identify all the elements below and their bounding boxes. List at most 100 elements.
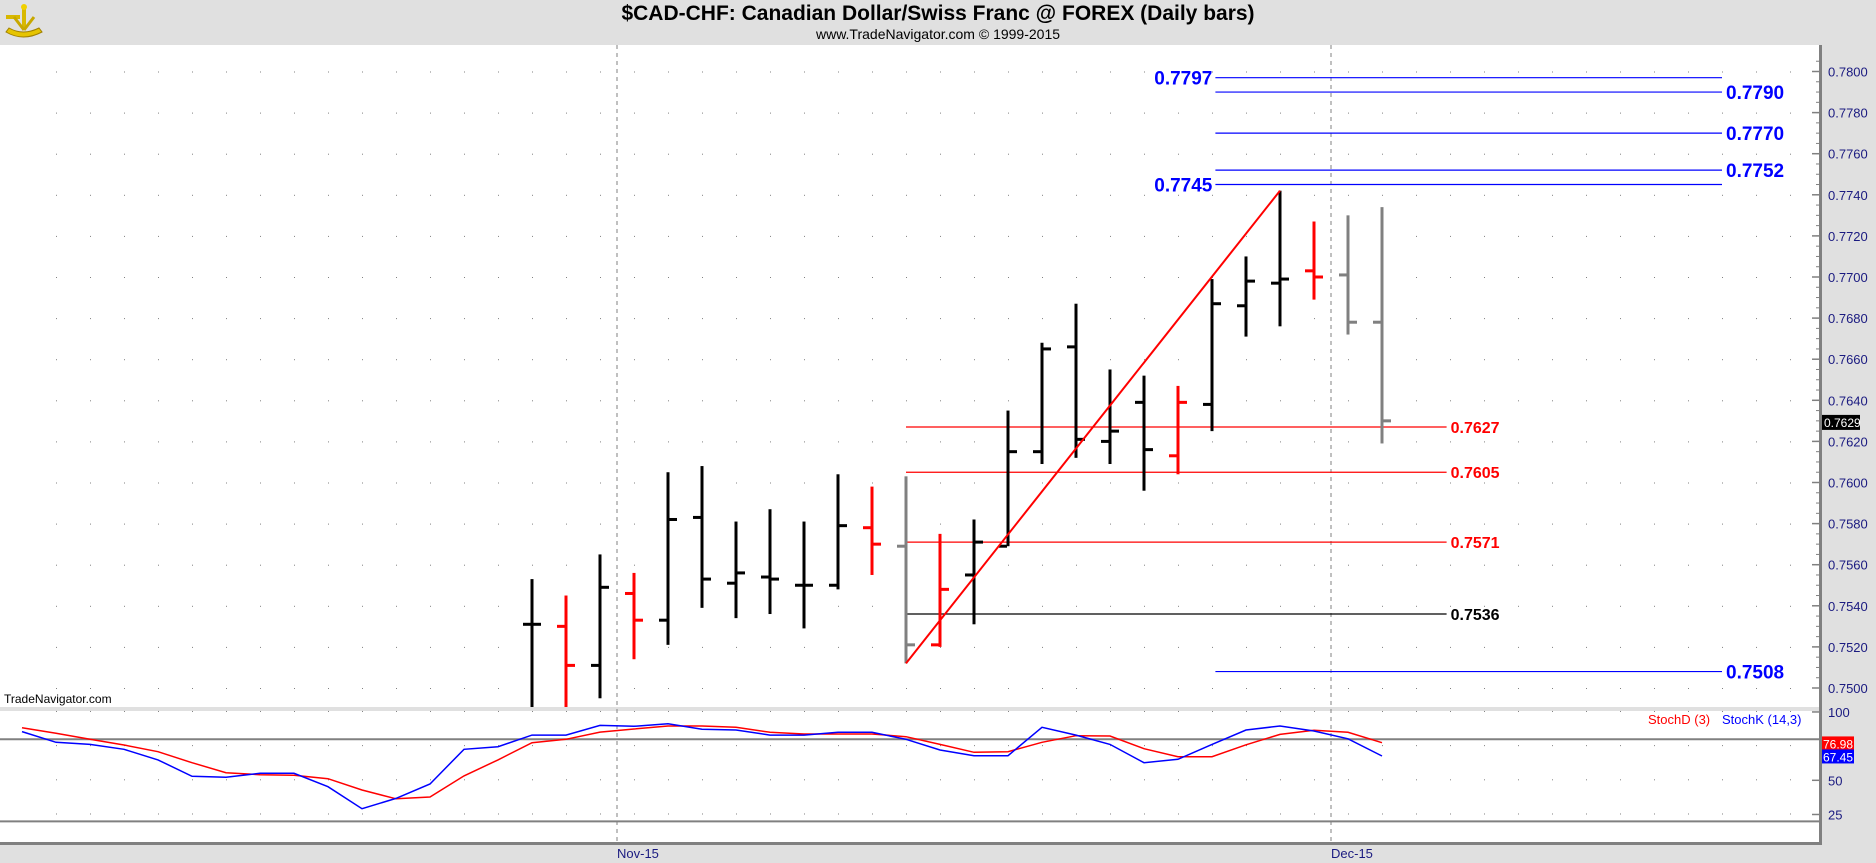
grid-dot bbox=[872, 359, 873, 361]
grid-dot bbox=[192, 688, 193, 689]
grid-dot bbox=[1212, 564, 1213, 566]
price-bar bbox=[802, 521, 806, 629]
grid-dot bbox=[464, 194, 465, 196]
grid-dot bbox=[1722, 710, 1723, 712]
grid-dot bbox=[1280, 482, 1281, 484]
grid-dot bbox=[1450, 277, 1451, 278]
grid-dot bbox=[770, 813, 771, 815]
trendline[interactable] bbox=[905, 190, 1281, 664]
grid-dot bbox=[1620, 482, 1621, 484]
grid-dot bbox=[906, 235, 907, 237]
grid-dot bbox=[1348, 400, 1349, 402]
bar-open-tick bbox=[1169, 454, 1177, 458]
grid-dot bbox=[566, 318, 567, 320]
grid-dot bbox=[702, 194, 703, 196]
bar-close-tick bbox=[1315, 275, 1323, 279]
grid-dot bbox=[1688, 646, 1689, 648]
grid-dot bbox=[1518, 745, 1519, 747]
grid-dot bbox=[770, 745, 771, 747]
grid-dot bbox=[1484, 813, 1485, 815]
grid-dot bbox=[1246, 688, 1247, 689]
grid-dot bbox=[1790, 400, 1791, 402]
grid-dot bbox=[1144, 564, 1145, 566]
grid-dot bbox=[226, 400, 227, 402]
grid-dot bbox=[1076, 194, 1077, 196]
grid-dot bbox=[1042, 318, 1043, 320]
grid-dot bbox=[736, 779, 737, 781]
grid-dot bbox=[1110, 277, 1111, 278]
grid-dot bbox=[396, 194, 397, 196]
grid-dot bbox=[1790, 441, 1791, 443]
grid-dot bbox=[770, 235, 771, 237]
grid-dot bbox=[1144, 71, 1145, 73]
grid-dot bbox=[192, 359, 193, 361]
price-bar bbox=[734, 521, 738, 619]
grid-dot bbox=[464, 745, 465, 747]
grid-dot bbox=[430, 482, 431, 484]
chart-subtitle: www.TradeNavigator.com © 1999-2015 bbox=[815, 26, 1061, 42]
grid-dot bbox=[464, 688, 465, 689]
grid-dot bbox=[1756, 71, 1757, 73]
level-label: 0.7797 bbox=[1154, 69, 1212, 90]
grid-dot bbox=[1654, 400, 1655, 402]
grid-dot bbox=[1620, 71, 1621, 73]
grid-dot bbox=[1382, 646, 1383, 648]
grid-dot bbox=[430, 112, 431, 114]
grid-dot bbox=[192, 318, 193, 320]
grid-dot bbox=[328, 318, 329, 320]
grid-dot bbox=[702, 646, 703, 648]
grid-dot bbox=[1790, 779, 1791, 781]
grid-dot bbox=[1518, 194, 1519, 196]
grid-dot bbox=[192, 779, 193, 781]
grid-dot bbox=[1246, 235, 1247, 237]
grid-dot bbox=[1484, 318, 1485, 320]
grid-dot bbox=[1586, 112, 1587, 114]
grid-dot bbox=[226, 646, 227, 648]
grid-dot bbox=[498, 564, 499, 566]
grid-dot bbox=[260, 359, 261, 361]
grid-dot bbox=[702, 710, 703, 712]
grid-dot bbox=[872, 745, 873, 747]
grid-dot bbox=[498, 523, 499, 525]
y-axis-label: 0.7580 bbox=[1828, 517, 1868, 532]
bar-open-tick bbox=[931, 643, 939, 647]
grid-dot bbox=[362, 359, 363, 361]
grid-dot bbox=[1654, 779, 1655, 781]
grid-dot bbox=[804, 318, 805, 320]
grid-dot bbox=[124, 605, 125, 607]
grid-dot bbox=[124, 564, 125, 566]
grid-dot bbox=[668, 813, 669, 815]
grid-dot bbox=[1484, 112, 1485, 114]
grid-dot bbox=[1382, 153, 1383, 155]
grid-dot bbox=[838, 400, 839, 402]
grid-dot bbox=[294, 112, 295, 114]
grid-dot bbox=[1382, 564, 1383, 566]
grid-dot bbox=[1178, 813, 1179, 815]
grid-dot bbox=[124, 277, 125, 278]
grid-dot bbox=[702, 153, 703, 155]
last-price-value: 0.7629 bbox=[1824, 416, 1861, 430]
grid-dot bbox=[1620, 318, 1621, 320]
grid-dot bbox=[872, 112, 873, 114]
grid-dot bbox=[90, 400, 91, 402]
grid-dot bbox=[464, 813, 465, 815]
grid-dot bbox=[498, 710, 499, 712]
grid-dot bbox=[838, 153, 839, 155]
price-bar bbox=[1244, 256, 1248, 337]
grid-dot bbox=[838, 235, 839, 237]
grid-dot bbox=[1382, 194, 1383, 196]
grid-dot bbox=[1212, 523, 1213, 525]
bar-close-tick bbox=[601, 585, 609, 589]
grid-dot bbox=[124, 441, 125, 443]
grid-dot bbox=[1416, 71, 1417, 73]
grid-dot bbox=[90, 71, 91, 73]
grid-dot bbox=[328, 153, 329, 155]
grid-dot bbox=[736, 318, 737, 320]
bar-close-tick bbox=[873, 542, 881, 546]
bar-close-tick bbox=[941, 587, 949, 591]
grid-dot bbox=[838, 71, 839, 73]
grid-dot bbox=[1484, 441, 1485, 443]
grid-dot bbox=[1688, 71, 1689, 73]
grid-dot bbox=[158, 400, 159, 402]
grid-dot bbox=[328, 235, 329, 237]
